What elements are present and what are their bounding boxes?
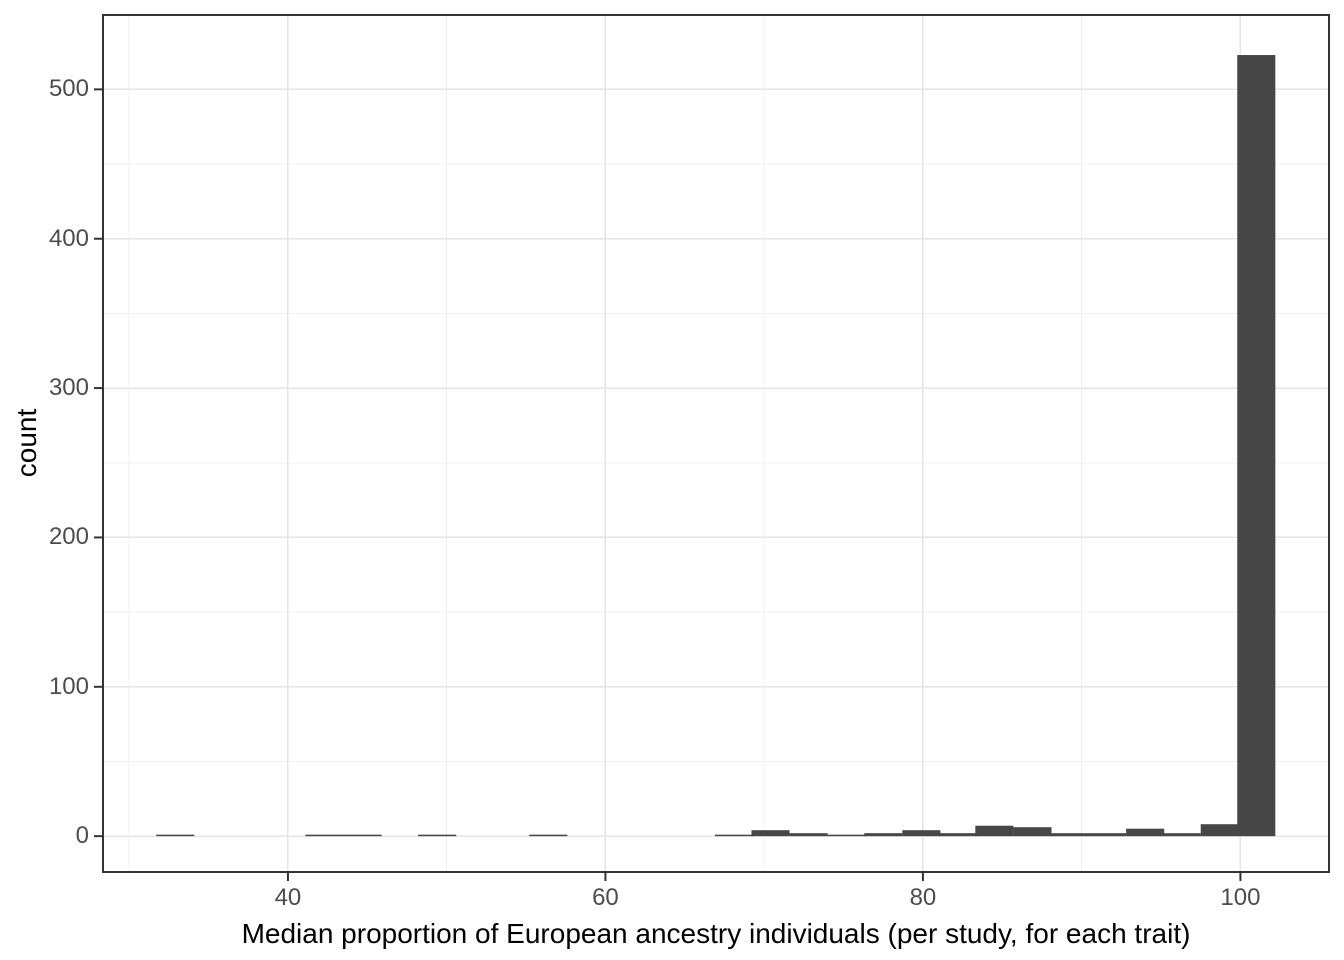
y-tick-label: 500	[48, 75, 89, 103]
y-tick-label: 400	[48, 224, 89, 252]
x-axis-title: Median proportion of European ancestry i…	[241, 918, 1191, 949]
x-tick-label: 80	[909, 884, 937, 911]
histogram-bar	[418, 834, 457, 837]
histogram-bar	[827, 834, 866, 837]
histogram-bar	[1200, 824, 1239, 837]
histogram-bar	[1013, 827, 1052, 837]
x-tick-label: 40	[274, 884, 302, 911]
y-axis-title: count	[11, 408, 42, 478]
histogram-bar	[343, 834, 382, 837]
histogram-bar	[529, 834, 568, 837]
histogram-bar	[156, 834, 195, 837]
histogram-bar	[1049, 833, 1089, 837]
histogram-bar	[864, 833, 903, 837]
histogram-bar	[1237, 55, 1276, 837]
y-tick-label: 0	[75, 822, 89, 850]
histogram-bar	[1162, 833, 1201, 837]
histogram-bar	[1088, 833, 1127, 837]
histogram-bar	[902, 830, 941, 837]
histogram-bar	[789, 833, 828, 837]
histogram-bar	[975, 825, 1014, 837]
histogram-bar	[714, 834, 754, 837]
x-tick-label: 60	[592, 884, 619, 911]
y-tick-label: 200	[48, 523, 89, 551]
histogram-bar	[751, 830, 790, 837]
y-tick-label: 300	[48, 374, 89, 402]
histogram-bar	[938, 833, 977, 837]
histogram-bar	[305, 834, 344, 837]
histogram-bar	[1126, 828, 1165, 837]
x-tick-label: 100	[1220, 884, 1261, 911]
y-tick-label: 100	[48, 672, 89, 700]
